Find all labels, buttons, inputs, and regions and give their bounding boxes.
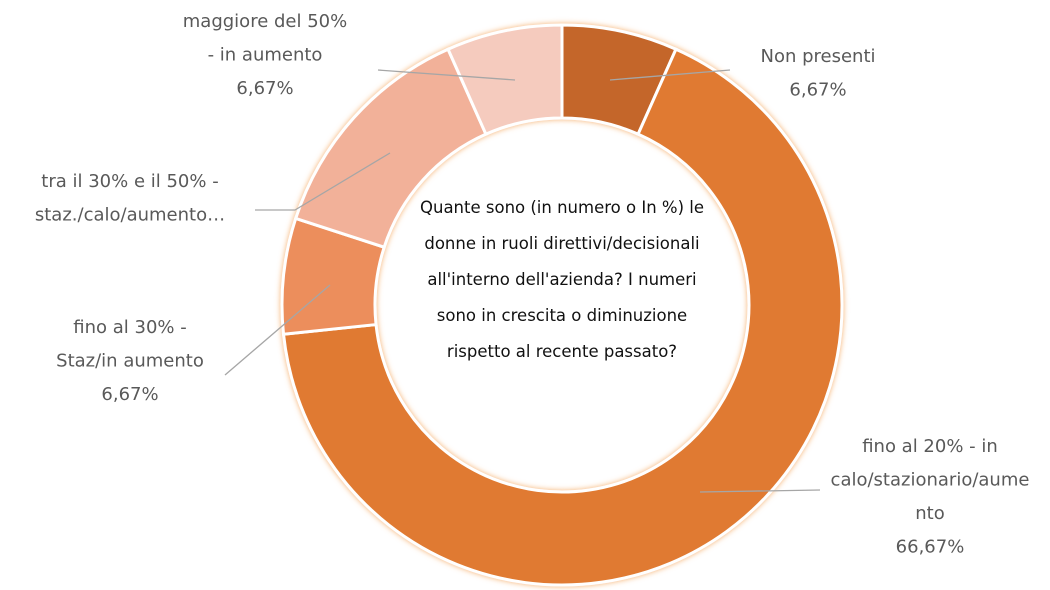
value-label: 66,67%: [896, 537, 965, 558]
leader-line: [609, 69, 731, 81]
value-label: 6,67%: [236, 78, 293, 99]
value-label: 6,67%: [789, 80, 846, 101]
category-label: fino al 20% - in calo/stazionario/aume nto: [831, 436, 1030, 524]
donut-segment: [281, 47, 844, 587]
donut-segment: [293, 47, 488, 250]
category-label: maggiore del 50% - in aumento: [183, 11, 347, 66]
chart-title: Quante sono (in numero o In %) le donne i…: [420, 198, 704, 361]
leader-line: [699, 489, 821, 493]
category-label: Non presenti: [760, 46, 875, 67]
category-label: fino al 30% -Staz/in aumento: [56, 317, 204, 372]
leader-line: [255, 152, 391, 211]
value-label: 6,67%: [101, 384, 158, 405]
category-label: tra il 30% e il 50% -staz./calo/aumento…: [35, 171, 225, 226]
leader-line: [224, 284, 331, 376]
donut-ring: [280, 23, 844, 587]
leader-line: [377, 69, 516, 81]
